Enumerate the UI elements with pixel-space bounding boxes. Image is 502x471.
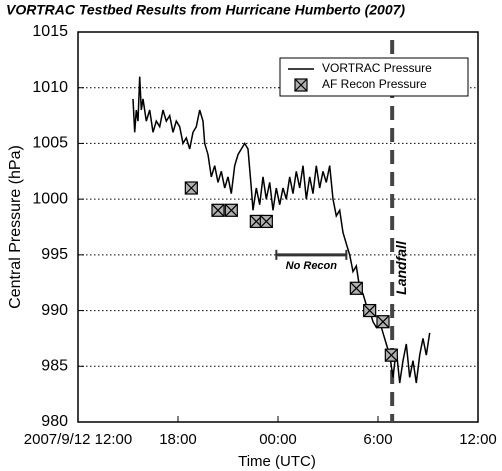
recon-point bbox=[349, 281, 363, 295]
y-tick-label: 1005 bbox=[32, 135, 68, 152]
chart-title: VORTRAC Testbed Results from Hurricane H… bbox=[6, 2, 405, 18]
marker-cross bbox=[349, 281, 363, 295]
recon-point bbox=[363, 303, 377, 318]
y-tick-label: 1000 bbox=[32, 190, 68, 207]
y-tick-label: 990 bbox=[41, 302, 68, 319]
x-tick-label: 2007/9/12 12:00 bbox=[24, 431, 132, 448]
y-tick-label: 985 bbox=[41, 358, 68, 375]
marker-cross bbox=[224, 203, 238, 217]
recon-point bbox=[184, 181, 198, 195]
x-tick-label: 00:00 bbox=[259, 431, 297, 448]
recon-point bbox=[224, 203, 238, 217]
pressure-line bbox=[132, 76, 431, 384]
y-tick-label: 980 bbox=[41, 413, 68, 430]
y-axis-label: Central Pressure (hPa) bbox=[7, 145, 24, 309]
y-tick-label: 995 bbox=[41, 246, 68, 263]
legend-box bbox=[279, 57, 469, 97]
x-tick-label: 12:00 bbox=[459, 431, 497, 448]
legend-label: VORTRAC Pressure bbox=[322, 61, 432, 75]
x-tick-label: 18:00 bbox=[159, 431, 197, 448]
marker-cross bbox=[259, 215, 273, 228]
marker-cross bbox=[376, 315, 390, 329]
recon-point bbox=[211, 203, 225, 217]
annotation: Landfall bbox=[393, 240, 409, 295]
marker-cross bbox=[384, 348, 398, 362]
marker-cross bbox=[363, 304, 377, 317]
y-tick-label: 1010 bbox=[32, 79, 68, 96]
recon-point bbox=[376, 315, 390, 329]
marker-cross bbox=[211, 203, 225, 217]
marker-cross bbox=[184, 181, 198, 195]
marker-cross bbox=[294, 78, 308, 92]
plot-frame bbox=[77, 31, 479, 423]
recon-point bbox=[384, 348, 398, 362]
annotation: No Recon bbox=[286, 260, 338, 272]
legend-swatch bbox=[294, 78, 308, 92]
x-tick-label: 6:00 bbox=[363, 431, 392, 448]
y-tick-label: 1015 bbox=[32, 23, 68, 40]
recon-point bbox=[259, 214, 273, 229]
x-axis-label: Time (UTC) bbox=[238, 453, 316, 470]
legend-label: AF Recon Pressure bbox=[322, 77, 427, 91]
